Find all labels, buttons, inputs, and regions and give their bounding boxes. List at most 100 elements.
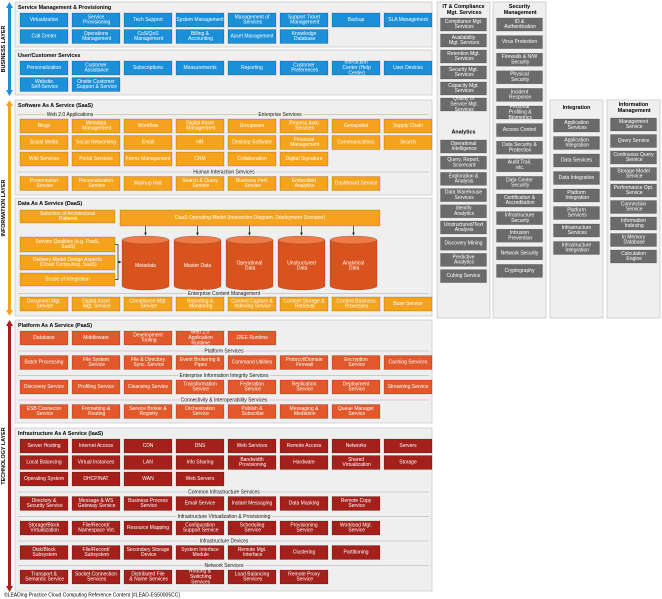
section-title: User/Customer Services xyxy=(18,53,80,59)
service-box xyxy=(227,496,277,511)
service-label: Publish & Subscribe xyxy=(240,406,264,417)
service-box xyxy=(440,65,487,80)
connector xyxy=(115,244,121,280)
service-label: Distributed File & Name Services xyxy=(128,572,169,583)
service-label: DNS xyxy=(195,443,206,449)
service-box xyxy=(123,118,173,134)
service-box xyxy=(496,17,543,32)
service-label: Performance Opt. Service xyxy=(614,185,653,196)
service-label: Interaction Center (Help Center) xyxy=(341,60,371,77)
service-box xyxy=(19,118,69,134)
service-box xyxy=(175,135,225,150)
group-label: Enterprise Services xyxy=(258,112,302,118)
column-title: Information Management xyxy=(616,103,651,115)
service-label: Process Auto Services xyxy=(289,121,319,132)
service-box xyxy=(175,118,225,134)
data-store xyxy=(121,239,170,291)
service-box xyxy=(496,70,543,85)
service-label: CRM xyxy=(194,156,205,162)
service-label: Incident Response xyxy=(508,90,532,101)
service-label: Operations Management xyxy=(81,31,112,42)
service-box xyxy=(19,330,69,346)
service-box xyxy=(496,264,543,278)
service-label: Content Storage & Retrieval xyxy=(283,299,325,310)
service-label: Query, Report, Scorecard xyxy=(447,157,479,168)
service-box xyxy=(19,438,69,454)
service-box xyxy=(227,60,277,76)
service-box xyxy=(553,136,600,150)
service-label: User Devices xyxy=(393,65,423,71)
service-label: Message & WS Gateway Service xyxy=(76,498,115,509)
service-label: Instant Messaging xyxy=(232,501,273,507)
service-label: Billing & Accounting xyxy=(187,31,213,42)
group-label: Network Services xyxy=(205,563,244,569)
service-box xyxy=(19,135,69,150)
service-box xyxy=(71,296,121,312)
service-label: Cubing Service xyxy=(447,273,481,279)
service-label: Scheduling Service xyxy=(240,523,265,534)
data-store-top xyxy=(225,235,274,245)
service-box xyxy=(71,569,121,585)
service-label: Subscriptions xyxy=(133,65,164,71)
service-box xyxy=(553,153,600,168)
service-box xyxy=(440,49,487,64)
service-label: DaaS Operating Model (Interaction Diagra… xyxy=(175,215,325,221)
service-label: Base Service xyxy=(393,301,423,307)
service-box xyxy=(123,471,173,487)
service-box xyxy=(71,60,121,76)
service-box xyxy=(175,569,225,585)
service-label: Certification & Accreditation xyxy=(504,195,536,206)
service-label: Intrusion Prevention xyxy=(507,230,533,241)
service-box xyxy=(383,296,433,312)
service-label: Cryptography xyxy=(504,268,535,274)
section-title: Software As A Service (SaaS) xyxy=(18,103,93,109)
service-label: Encryption Service xyxy=(344,357,368,368)
service-box xyxy=(496,35,543,49)
service-box xyxy=(123,12,173,28)
service-box xyxy=(440,17,487,32)
service-box xyxy=(227,379,277,395)
service-box xyxy=(19,151,69,167)
section-title: Service Management & Provisioning xyxy=(18,5,111,11)
service-box xyxy=(331,379,381,395)
service-box xyxy=(279,176,329,191)
service-label: Personal Profiling & Biometrics xyxy=(507,105,532,122)
service-box xyxy=(71,12,121,28)
service-box xyxy=(610,249,657,264)
service-label: Infrastructure Integration xyxy=(562,243,592,254)
service-label: Data Warehouse Services xyxy=(445,190,483,201)
service-label: Data Security & Protection xyxy=(502,142,537,153)
data-store-label: Operational Data xyxy=(237,261,263,272)
service-label: Compliance Mgt. Services xyxy=(445,19,483,30)
service-label: Operating System xyxy=(24,476,64,482)
service-label: Batch Processing xyxy=(25,360,64,366)
data-store-top xyxy=(173,235,222,245)
service-label: Web Services xyxy=(237,443,268,449)
service-label: Clustering xyxy=(293,550,316,556)
service-box xyxy=(279,355,329,370)
service-label: Data Services xyxy=(561,158,593,164)
service-label: Servers xyxy=(399,443,417,449)
service-label: Quality of Service Mgt. Services xyxy=(449,97,478,114)
service-label: Reporting & Monitoring xyxy=(187,299,214,310)
service-box xyxy=(331,118,381,134)
service-box xyxy=(71,355,121,370)
service-box xyxy=(440,139,487,154)
service-label: Metadata Management xyxy=(81,121,112,132)
service-box xyxy=(227,135,277,150)
service-label: Infrastructure Security xyxy=(505,213,535,224)
service-label: Document Mgt. Service xyxy=(27,299,61,310)
service-box xyxy=(279,60,329,76)
service-box xyxy=(123,404,173,419)
service-label: Deployment Service xyxy=(343,382,370,393)
service-label: Storage/Block Virtualization xyxy=(28,523,60,534)
service-label: Virtualization xyxy=(30,17,59,23)
data-store-label: Unstructured Data xyxy=(287,261,316,272)
service-box xyxy=(19,496,69,511)
service-box xyxy=(496,123,543,137)
service-box xyxy=(553,188,600,203)
service-box xyxy=(71,379,121,395)
data-store-label: Metadata xyxy=(135,263,156,269)
service-box xyxy=(383,12,433,28)
